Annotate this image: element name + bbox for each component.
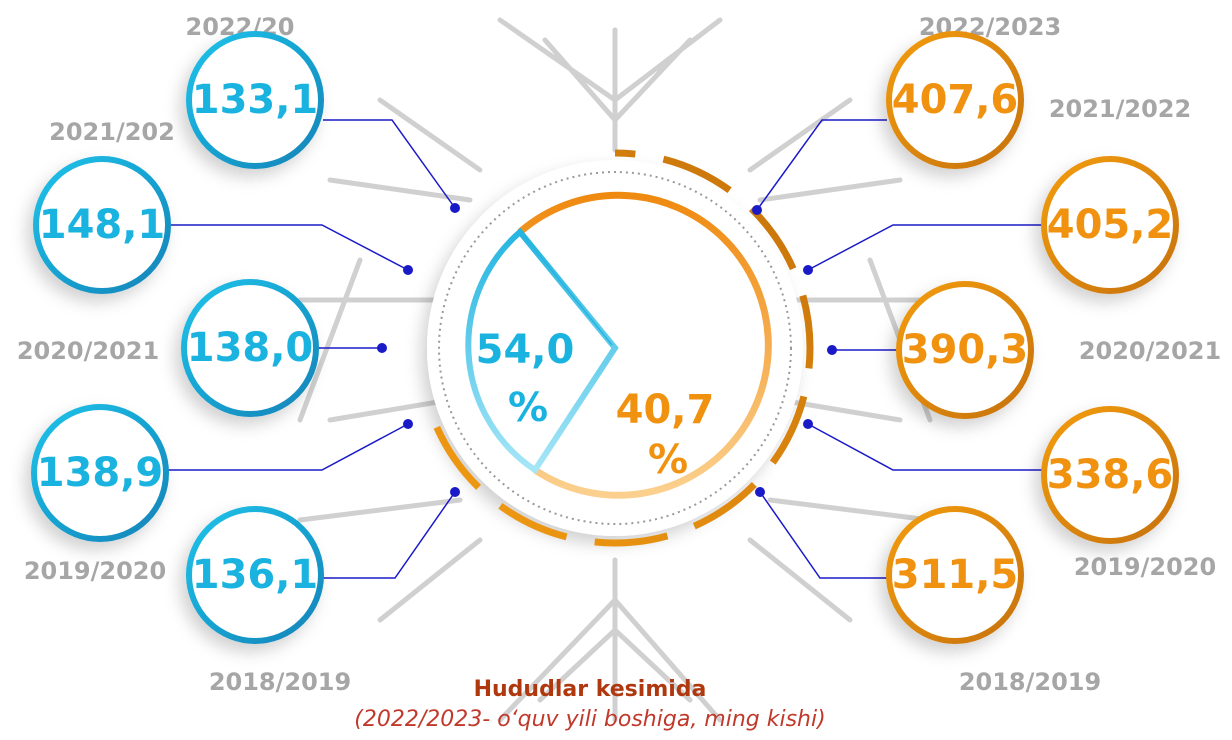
value-circle <box>886 506 1024 644</box>
connector <box>323 119 456 209</box>
subtitle: (2022/2023- o‘quv yili boshiga, ming kis… <box>354 707 825 732</box>
value-circle <box>896 281 1034 419</box>
title: Hududlar kesimida <box>474 677 707 702</box>
blue-wedge <box>465 227 619 475</box>
value: 390,3 <box>902 327 1029 373</box>
value: 138,9 <box>37 450 164 496</box>
connector <box>168 423 409 471</box>
connector-dot <box>803 419 813 429</box>
value-circle <box>1041 406 1179 544</box>
connector <box>170 224 409 271</box>
connector-dot <box>827 345 837 355</box>
orange-dashed-ring <box>416 149 814 547</box>
connector <box>807 224 1042 271</box>
connector <box>807 423 1042 471</box>
connector-dot <box>752 205 762 215</box>
year-label: 2021/2022 <box>1049 95 1191 123</box>
right-percent: 40,7 <box>616 387 715 433</box>
year-label: 2019/2020 <box>1074 553 1216 581</box>
orange-arc <box>517 191 772 499</box>
value-circle <box>186 31 324 169</box>
value-circle <box>33 156 171 294</box>
value-circle <box>886 31 1024 169</box>
value: 338,6 <box>1047 452 1174 498</box>
value: 138,0 <box>187 325 314 371</box>
left-percent-unit: % <box>508 385 548 431</box>
right-percent-unit: % <box>648 437 688 483</box>
year-label: 2020/2021 <box>1079 337 1221 365</box>
value-circle <box>181 279 319 417</box>
connector-dot <box>755 487 765 497</box>
value: 133,1 <box>192 77 319 123</box>
value: 407,6 <box>892 77 1019 123</box>
connector <box>323 491 456 579</box>
center: 54,0 % 40,7 % <box>416 149 814 547</box>
value-circle <box>1041 156 1179 294</box>
connector <box>759 491 887 579</box>
year-label: 2020/2021 <box>17 337 159 365</box>
connector-dot <box>450 203 460 213</box>
value: 136,1 <box>192 552 319 598</box>
wedge-edge <box>523 235 613 346</box>
year-label: 2021/202 <box>49 118 175 146</box>
value: 405,2 <box>1047 202 1174 248</box>
value-circle <box>31 404 169 542</box>
background-branches <box>297 17 933 723</box>
value-circle <box>186 506 324 644</box>
connector-dot <box>377 343 387 353</box>
connector-dot <box>403 265 413 275</box>
left-percent: 54,0 <box>476 327 575 373</box>
dotted-ring <box>438 171 792 525</box>
connector-dot <box>803 265 813 275</box>
year-label: 2019/2020 <box>24 557 166 585</box>
value: 148,1 <box>39 202 166 248</box>
connector-dot <box>403 419 413 429</box>
year-label: 2018/2019 <box>959 668 1101 696</box>
connector-dot <box>450 487 460 497</box>
connector <box>756 119 887 211</box>
value: 311,5 <box>892 552 1019 598</box>
year-label: 2018/2019 <box>209 668 351 696</box>
